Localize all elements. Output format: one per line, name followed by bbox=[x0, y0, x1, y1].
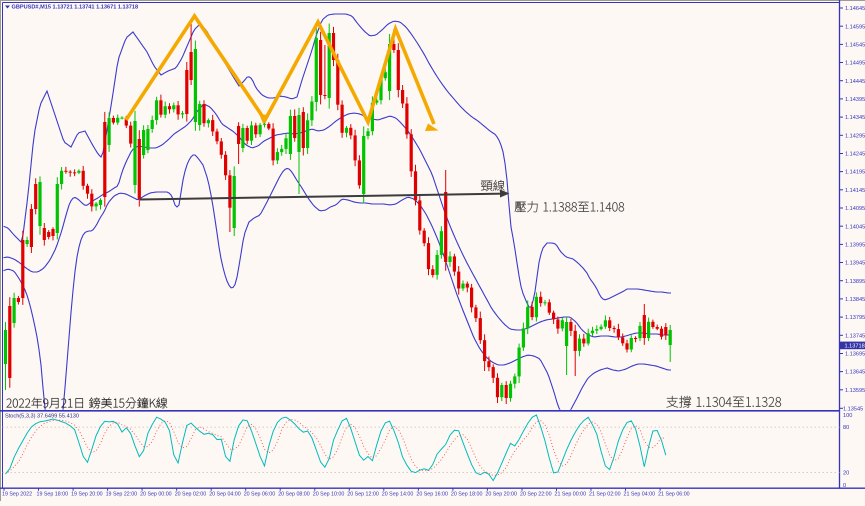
svg-text:19 Sep 18:00: 19 Sep 18:00 bbox=[37, 492, 69, 498]
svg-text:21 Sep 04:00: 21 Sep 04:00 bbox=[624, 492, 656, 498]
svg-text:20 Sep 04:00: 20 Sep 04:00 bbox=[209, 492, 241, 498]
svg-text:100: 100 bbox=[843, 413, 852, 419]
svg-text:21 Sep 00:00: 21 Sep 00:00 bbox=[555, 492, 587, 498]
svg-text:20 Sep 22:00: 20 Sep 22:00 bbox=[520, 492, 552, 498]
svg-text:19 Sep 2022: 19 Sep 2022 bbox=[2, 492, 32, 498]
svg-text:1.13645: 1.13645 bbox=[845, 370, 865, 376]
svg-text:1.14545: 1.14545 bbox=[845, 43, 865, 49]
svg-text:1.13945: 1.13945 bbox=[845, 261, 865, 267]
svg-text:1.14595: 1.14595 bbox=[845, 24, 865, 30]
svg-text:20 Sep 12:00: 20 Sep 12:00 bbox=[347, 492, 379, 498]
svg-text:1.14495: 1.14495 bbox=[845, 61, 865, 67]
svg-text:20 Sep 18:00: 20 Sep 18:00 bbox=[451, 492, 483, 498]
svg-text:1.13845: 1.13845 bbox=[845, 297, 865, 303]
svg-text:21 Sep 02:00: 21 Sep 02:00 bbox=[589, 492, 621, 498]
svg-text:20 Sep 02:00: 20 Sep 02:00 bbox=[175, 492, 207, 498]
svg-text:21 Sep 06:00: 21 Sep 06:00 bbox=[658, 492, 690, 498]
svg-text:20 Sep 14:00: 20 Sep 14:00 bbox=[382, 492, 414, 498]
svg-text:Stoch(5,3,3) 37.6499 55.4130: Stoch(5,3,3) 37.6499 55.4130 bbox=[5, 414, 79, 420]
svg-text:19 Sep 20:00: 19 Sep 20:00 bbox=[71, 492, 103, 498]
svg-text:20: 20 bbox=[843, 471, 849, 477]
svg-text:GBPUSD#,M15 1.13721 1.13741 1: GBPUSD#,M15 1.13721 1.13741 1.13671 1.13… bbox=[12, 5, 139, 11]
svg-text:80: 80 bbox=[843, 425, 849, 431]
svg-text:1.14045: 1.14045 bbox=[845, 224, 865, 230]
svg-text:1.13695: 1.13695 bbox=[845, 352, 865, 358]
svg-text:1.13545: 1.13545 bbox=[843, 407, 863, 413]
svg-text:1.14195: 1.14195 bbox=[845, 170, 865, 176]
svg-text:20 Sep 10:00: 20 Sep 10:00 bbox=[313, 492, 345, 498]
svg-text:1.13795: 1.13795 bbox=[845, 315, 865, 321]
svg-text:1.14095: 1.14095 bbox=[845, 206, 865, 212]
svg-text:20 Sep 06:00: 20 Sep 06:00 bbox=[244, 492, 276, 498]
svg-text:1.13595: 1.13595 bbox=[845, 388, 865, 394]
svg-text:1.14245: 1.14245 bbox=[845, 152, 865, 158]
svg-text:20 Sep 20:00: 20 Sep 20:00 bbox=[485, 492, 517, 498]
svg-text:20 Sep 08:00: 20 Sep 08:00 bbox=[278, 492, 310, 498]
svg-text:20 Sep 16:00: 20 Sep 16:00 bbox=[416, 492, 448, 498]
svg-text:1.14445: 1.14445 bbox=[845, 79, 865, 85]
svg-text:19 Sep 22:00: 19 Sep 22:00 bbox=[106, 492, 138, 498]
svg-text:0: 0 bbox=[843, 483, 846, 489]
svg-text:1.13895: 1.13895 bbox=[845, 279, 865, 285]
svg-text:1.14295: 1.14295 bbox=[845, 133, 865, 139]
svg-text:20 Sep 00:00: 20 Sep 00:00 bbox=[140, 492, 172, 498]
svg-text:1.14145: 1.14145 bbox=[845, 188, 865, 194]
svg-text:1.14345: 1.14345 bbox=[845, 115, 865, 121]
svg-text:1.13995: 1.13995 bbox=[845, 243, 865, 249]
svg-text:1.13718: 1.13718 bbox=[845, 344, 865, 350]
svg-text:1.14395: 1.14395 bbox=[845, 97, 865, 103]
svg-text:1.13745: 1.13745 bbox=[845, 333, 865, 339]
svg-text:1.14645: 1.14645 bbox=[845, 6, 865, 12]
